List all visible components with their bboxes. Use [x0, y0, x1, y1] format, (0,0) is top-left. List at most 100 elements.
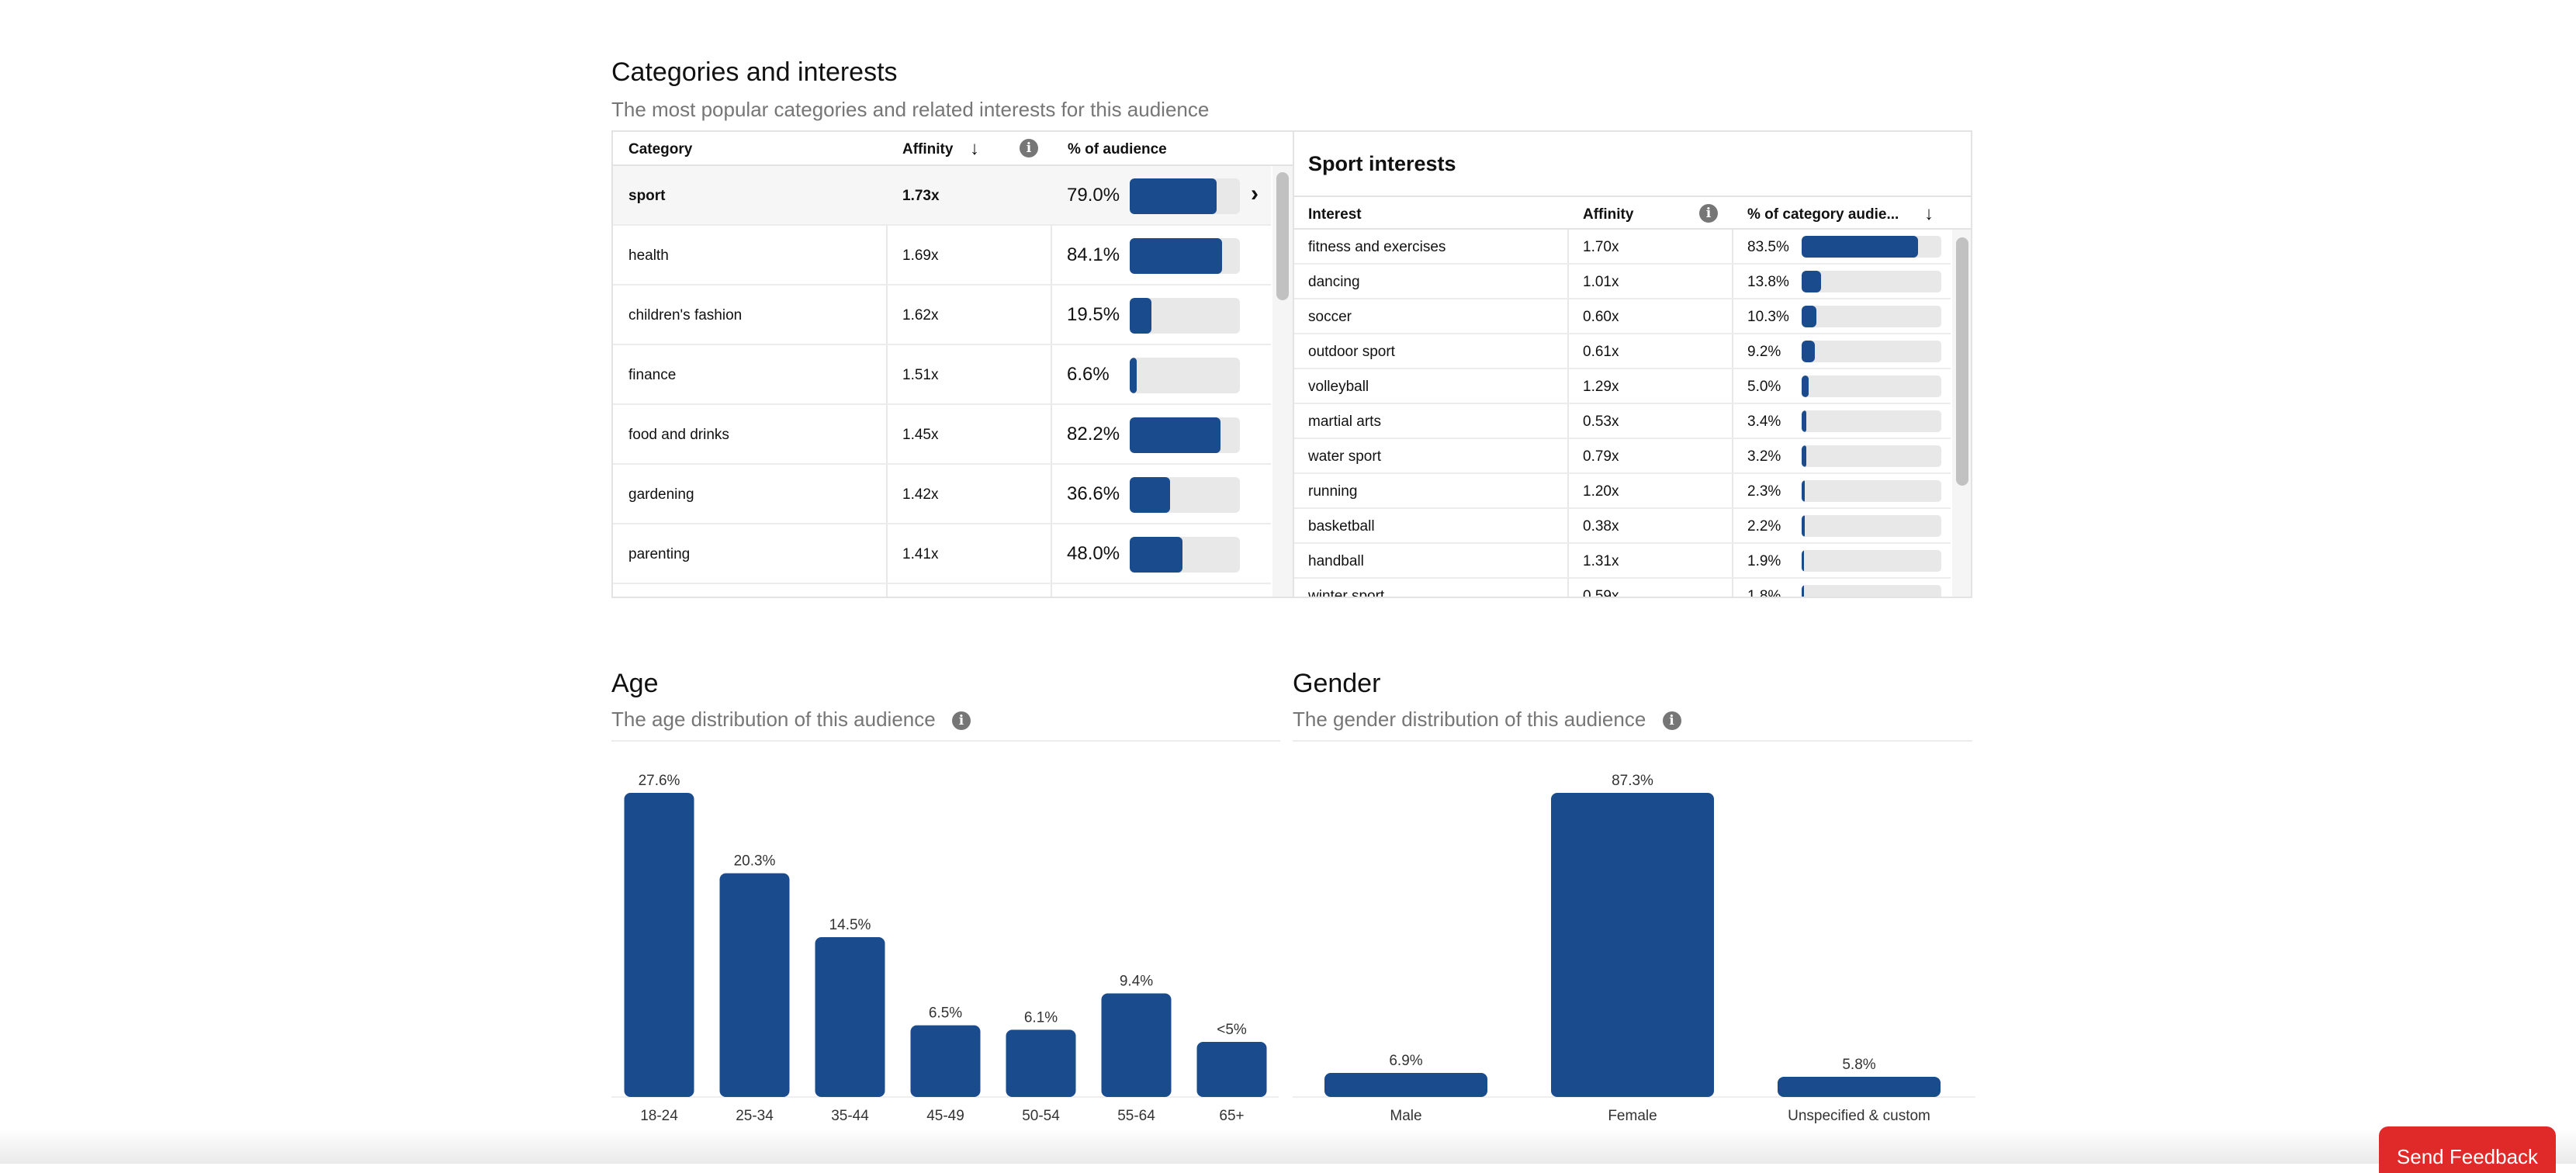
categories-scrollbar-thumb[interactable]	[1276, 172, 1289, 300]
interest-percent-bar-fill	[1802, 550, 1805, 572]
interest-name: dancing	[1308, 274, 1360, 290]
category-percent-bar	[1130, 477, 1240, 513]
interest-percent: 1.8%	[1747, 588, 1781, 598]
interest-name: running	[1308, 483, 1358, 500]
category-row[interactable]: food and drinks 1.45x 82.2%	[613, 405, 1271, 465]
category-percent-bar-fill	[1130, 358, 1137, 393]
interest-percent: 3.2%	[1747, 448, 1781, 465]
chart-bar[interactable]	[1196, 1041, 1267, 1097]
age-bar-chart: 27.6% 18-24 20.3% 25-34 14.5% 35-44 6.5% 45-49 6…	[611, 773, 1279, 1124]
chart-bar[interactable]	[719, 873, 790, 1097]
category-percent-bar	[1130, 238, 1240, 274]
info-icon[interactable]: i	[1662, 711, 1681, 731]
category-tick-label: 18-24	[640, 1108, 678, 1124]
interest-percent-bar-fill	[1802, 236, 1919, 258]
interest-row[interactable]: handball 1.31x 1.9%	[1294, 544, 1951, 579]
interest-affinity: 0.60x	[1583, 309, 1619, 325]
category-tick-label: 45-49	[926, 1108, 964, 1124]
interest-percent-bar-fill	[1802, 515, 1805, 537]
interest-percent-bar	[1802, 515, 1941, 537]
column-category[interactable]: Category	[628, 141, 693, 157]
gender-subtitle: The gender distribution of this audience	[1293, 708, 1646, 731]
column-percent-category[interactable]: % of category audie...	[1747, 206, 1899, 223]
interest-affinity: 1.01x	[1583, 274, 1619, 290]
interest-affinity: 0.59x	[1583, 588, 1619, 598]
column-affinity[interactable]: Affinity	[1583, 206, 1634, 223]
interest-row[interactable]: soccer 0.60x 10.3%	[1294, 299, 1951, 334]
chart-bar[interactable]	[1551, 793, 1714, 1097]
info-icon[interactable]: i	[1699, 204, 1718, 223]
category-name: food and drinks	[628, 427, 729, 443]
category-row[interactable]: children's fashion 1.62x 19.5%	[613, 285, 1271, 345]
interest-affinity: 0.79x	[1583, 448, 1619, 465]
category-row[interactable]: parenting 1.41x 48.0%	[613, 524, 1271, 584]
arrow-down-icon[interactable]: ↓	[970, 138, 979, 159]
interest-row[interactable]: running 1.20x 2.3%	[1294, 474, 1951, 509]
interest-row[interactable]: winter sport 0.59x 1.8%	[1294, 579, 1951, 598]
category-row[interactable]: gardening 1.42x 36.6%	[613, 465, 1271, 524]
interest-name: water sport	[1308, 448, 1381, 465]
category-row[interactable]: finance 1.51x 6.6%	[613, 345, 1271, 405]
category-affinity: 1.73x	[902, 188, 940, 204]
interest-affinity: 1.31x	[1583, 553, 1619, 569]
interest-percent: 9.2%	[1747, 344, 1781, 360]
interest-row[interactable]: dancing 1.01x 13.8%	[1294, 265, 1951, 299]
chart-bar[interactable]	[815, 937, 885, 1097]
chart-bar[interactable]	[1324, 1073, 1487, 1097]
column-interest[interactable]: Interest	[1308, 206, 1362, 223]
column-divider	[1051, 166, 1052, 597]
interest-row[interactable]: basketball 0.38x 2.2%	[1294, 509, 1951, 544]
category-percent-bar	[1130, 537, 1240, 573]
column-percent-audience[interactable]: % of audience	[1068, 141, 1167, 157]
arrow-down-icon[interactable]: ↓	[1924, 203, 1934, 224]
category-percent-bar-fill	[1130, 417, 1220, 453]
interest-row[interactable]: martial arts 0.53x 3.4%	[1294, 404, 1951, 439]
column-divider	[1732, 230, 1733, 597]
interest-percent-bar	[1802, 585, 1941, 597]
chart-bar[interactable]	[1101, 993, 1172, 1097]
interest-percent-bar	[1802, 410, 1941, 432]
info-icon[interactable]: i	[951, 711, 971, 731]
chart-bar[interactable]	[910, 1025, 981, 1097]
category-tick-label: 35-44	[831, 1108, 869, 1124]
interest-percent-bar-fill	[1802, 445, 1806, 467]
category-row[interactable]: sport 1.73x 79.0% ›	[613, 166, 1271, 226]
send-feedback-button[interactable]: Send Feedback	[2379, 1126, 2556, 1173]
category-percent-bar	[1130, 417, 1240, 453]
chart-bar[interactable]	[624, 793, 694, 1097]
age-title: Age	[611, 669, 659, 698]
category-row[interactable]: health 1.69x 84.1%	[613, 226, 1271, 285]
category-percent-bar-fill	[1130, 597, 1182, 598]
interest-row[interactable]: outdoor sport 0.61x 9.2%	[1294, 334, 1951, 369]
chart-bar[interactable]	[1006, 1029, 1076, 1097]
category-row[interactable]	[613, 584, 1271, 598]
bar-value-label: 6.1%	[1024, 1009, 1058, 1026]
interest-affinity: 0.38x	[1583, 518, 1619, 535]
interest-name: winter sport	[1308, 588, 1385, 598]
info-icon[interactable]: i	[1020, 139, 1038, 157]
categories-table: Category Affinity ↓ i % of audience spor…	[611, 130, 1294, 598]
bar-value-label: <5%	[1217, 1022, 1247, 1038]
interest-row[interactable]: volleyball 1.29x 5.0%	[1294, 369, 1951, 404]
interest-percent-bar-fill	[1802, 410, 1807, 432]
bar-value-label: 20.3%	[734, 853, 776, 870]
bar-value-label: 6.9%	[1389, 1053, 1422, 1069]
bar-value-label: 27.6%	[639, 773, 680, 789]
interest-percent-bar-fill	[1802, 375, 1809, 397]
category-percent-bar-fill	[1130, 238, 1223, 274]
interest-name: martial arts	[1308, 413, 1381, 430]
interest-affinity: 1.20x	[1583, 483, 1619, 500]
chart-bar[interactable]	[1778, 1076, 1941, 1097]
interest-row[interactable]: water sport 0.79x 3.2%	[1294, 439, 1951, 474]
chevron-right-icon[interactable]: ›	[1251, 181, 1259, 206]
interest-percent-bar	[1802, 375, 1941, 397]
interest-percent: 10.3%	[1747, 309, 1789, 325]
category-tick-label: 50-54	[1022, 1108, 1060, 1124]
sport-interests-scrollbar-thumb[interactable]	[1956, 237, 1968, 486]
category-name: sport	[628, 188, 666, 204]
category-tick-label: 25-34	[736, 1108, 774, 1124]
interest-name: basketball	[1308, 518, 1375, 535]
interest-row[interactable]: fitness and exercises 1.70x 83.5%	[1294, 230, 1951, 265]
column-affinity[interactable]: Affinity	[902, 141, 954, 157]
category-name: finance	[628, 367, 677, 383]
